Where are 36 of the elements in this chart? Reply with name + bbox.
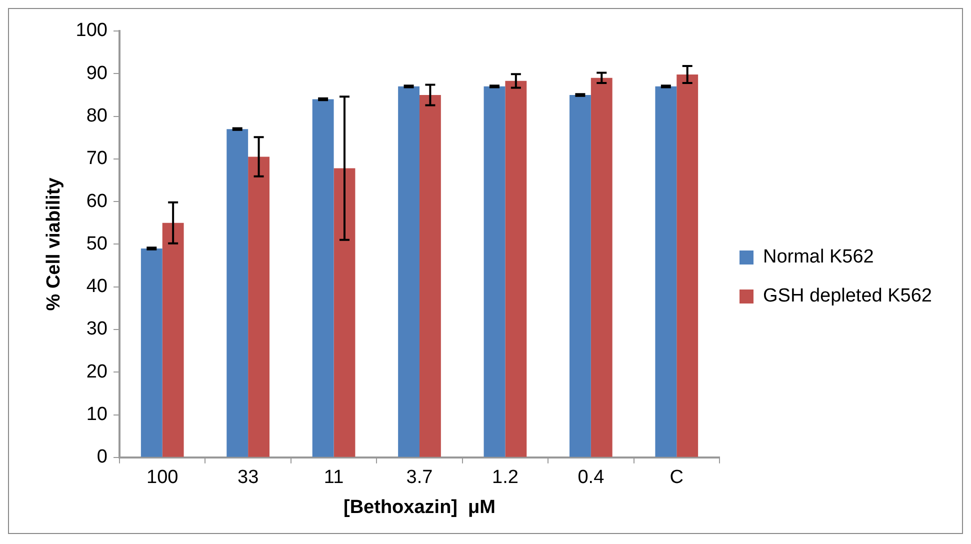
bar: [655, 86, 677, 457]
y-tick-label: 40: [86, 276, 108, 298]
y-tick-label: 100: [76, 20, 108, 42]
x-tick-label: 3.7: [406, 467, 433, 488]
bar: [248, 156, 270, 457]
x-axis-title: [Bethoxazin] μM: [343, 496, 496, 518]
y-tick-label: 10: [86, 404, 108, 425]
bar: [398, 86, 420, 457]
x-tick-label: 100: [146, 467, 178, 488]
bar: [484, 86, 506, 457]
bar: [505, 80, 527, 457]
x-tick-label: 33: [238, 467, 259, 488]
x-tick-label: C: [670, 467, 684, 488]
y-tick-label: 90: [86, 62, 108, 84]
x-tick-label: 0.4: [578, 467, 605, 488]
bar: [590, 78, 612, 457]
y-axis-title: % Cell viability: [44, 177, 65, 311]
y-tick-label: 50: [86, 233, 108, 254]
bar: [162, 222, 184, 457]
bar: [140, 248, 162, 457]
legend-label: Normal K562: [762, 246, 874, 268]
bar: [226, 129, 248, 457]
legend-label: GSH depleted K562: [762, 286, 932, 307]
bar: [676, 74, 698, 457]
y-tick-label: 80: [86, 106, 108, 127]
y-tick-label: 30: [86, 318, 108, 340]
bar: [334, 168, 356, 457]
bar: [312, 99, 334, 457]
x-tick-label: 1.2: [492, 467, 518, 488]
bar: [569, 94, 591, 457]
y-tick-label: 70: [86, 148, 108, 170]
bar: [420, 94, 441, 457]
y-tick-label: 0: [96, 446, 108, 468]
x-tick-label: 11: [324, 467, 344, 488]
y-tick-label: 60: [86, 190, 108, 212]
y-tick-label: 20: [86, 361, 108, 382]
